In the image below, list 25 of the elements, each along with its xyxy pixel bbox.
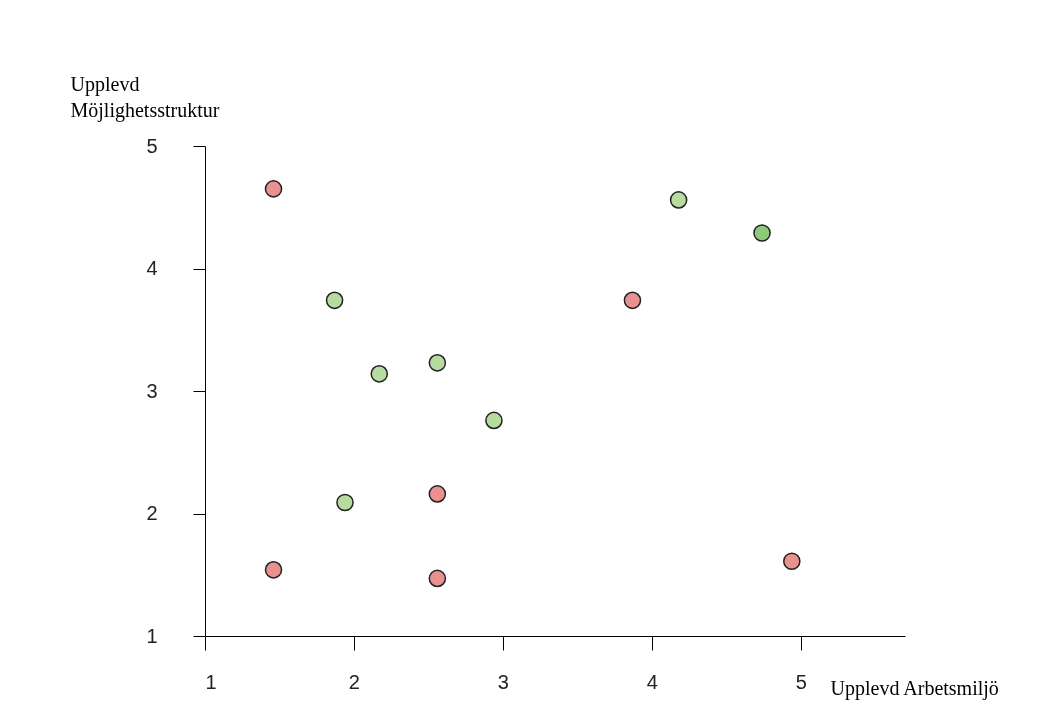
point	[485, 411, 503, 430]
point	[623, 291, 642, 310]
point	[669, 191, 688, 209]
point	[336, 493, 354, 512]
point	[428, 569, 447, 588]
point	[370, 365, 389, 383]
point	[753, 224, 771, 242]
y-tick-label: 4	[146, 257, 158, 279]
point	[264, 561, 283, 579]
y-tick-label: 2	[146, 502, 158, 524]
y-tick-label: 1	[146, 624, 158, 647]
point	[428, 354, 447, 372]
x-tick-label: 3	[497, 670, 509, 693]
y-tick-label: 3	[146, 379, 158, 402]
x-tick-label: 5	[795, 670, 807, 693]
y-axis-title: Upplevd Möjlighetsstruktur	[70, 72, 220, 122]
x-tick-label: 4	[646, 670, 658, 693]
x-axis-title: Upplevd Arbetsmiljö	[830, 676, 999, 700]
point	[783, 552, 801, 571]
point	[325, 291, 344, 310]
y-tick-label: 5	[146, 134, 158, 157]
x-tick-label: 2	[348, 670, 360, 693]
x-tick-label: 1	[205, 670, 217, 693]
point	[264, 180, 283, 198]
point	[428, 485, 447, 503]
